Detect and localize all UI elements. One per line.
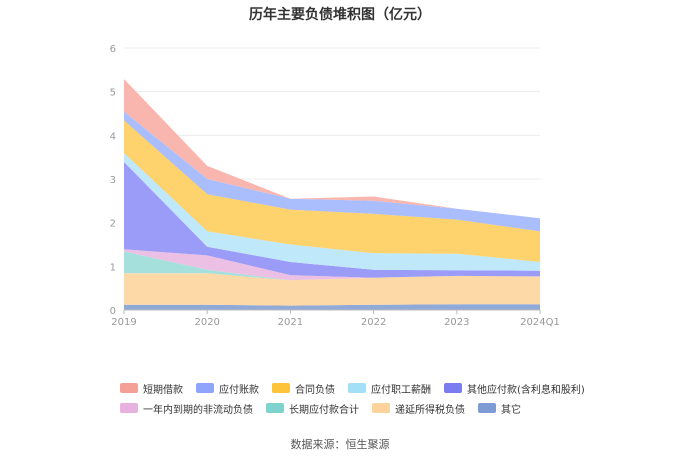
legend-item-accounts-payable[interactable]: 应付账款 — [196, 381, 259, 396]
legend-label: 一年内到期的非流动负债 — [143, 404, 253, 416]
legend-label: 长期应付款合计 — [289, 404, 359, 416]
legend-item-long-term-payables[interactable]: 长期应付款合计 — [266, 401, 359, 416]
legend-label: 其它 — [501, 404, 521, 416]
legend-swatch — [272, 383, 290, 393]
legend-label: 其他应付款(含利息和股利) — [467, 384, 585, 396]
chart-legend: 短期借款 应付账款 合同负债 应付职工薪酬 其他应付款(含利息和股利) 一年内到… — [120, 378, 585, 418]
area-series — [124, 304, 540, 310]
area-series — [124, 111, 540, 232]
legend-swatch — [120, 403, 138, 413]
legend-row-1: 短期借款 应付账款 合同负债 应付职工薪酬 其他应付款(含利息和股利) — [120, 378, 585, 398]
y-tick-label: 1 — [110, 262, 116, 273]
y-tick-label: 3 — [110, 175, 116, 186]
x-tick-label: 2021 — [278, 317, 303, 328]
chart-title: 历年主要负债堆积图（亿元） — [249, 7, 431, 23]
legend-swatch — [478, 403, 496, 413]
legend-swatch — [266, 403, 284, 413]
data-source: 数据来源：恒生聚源 — [290, 438, 390, 451]
legend-item-other-payables[interactable]: 其他应付款(含利息和股利) — [444, 381, 585, 396]
legend-label: 应付职工薪酬 — [371, 384, 431, 396]
area-series — [124, 153, 540, 271]
legend-swatch — [120, 383, 138, 393]
legend-swatch — [444, 383, 462, 393]
legend-swatch — [196, 383, 214, 393]
y-tick-label: 2 — [110, 219, 116, 230]
legend-label: 应付账款 — [219, 384, 259, 396]
area-series — [124, 251, 540, 281]
x-tick-label: 2020 — [194, 317, 219, 328]
y-tick-label: 0 — [110, 306, 116, 317]
legend-row-2: 一年内到期的非流动负债 长期应付款合计 递延所得税负债 其它 — [120, 398, 570, 418]
y-tick-label: 5 — [110, 88, 116, 99]
x-tick-label: 2022 — [361, 317, 386, 328]
y-tick-label: 6 — [110, 44, 116, 55]
legend-label: 递延所得税负债 — [395, 404, 465, 416]
legend-item-current-portion-noncurrent[interactable]: 一年内到期的非流动负债 — [120, 401, 253, 416]
area-series — [124, 249, 540, 281]
x-tick-label: 2024Q1 — [520, 317, 560, 328]
area-series — [124, 120, 540, 262]
legend-label: 短期借款 — [143, 384, 183, 396]
x-tick-label: 2023 — [444, 317, 469, 328]
legend-item-other[interactable]: 其它 — [478, 401, 521, 416]
x-tick-label: 2019 — [111, 317, 136, 328]
legend-label: 合同负债 — [295, 384, 335, 396]
legend-swatch — [348, 383, 366, 393]
legend-swatch — [372, 403, 390, 413]
legend-item-payroll-payable[interactable]: 应付职工薪酬 — [348, 381, 431, 396]
legend-item-deferred-tax[interactable]: 递延所得税负债 — [372, 401, 465, 416]
legend-item-contract-liabilities[interactable]: 合同负债 — [272, 381, 335, 396]
area-series — [124, 79, 540, 219]
area-series — [124, 273, 540, 306]
legend-item-short-term-loans[interactable]: 短期借款 — [120, 381, 183, 396]
y-tick-label: 4 — [110, 131, 116, 142]
